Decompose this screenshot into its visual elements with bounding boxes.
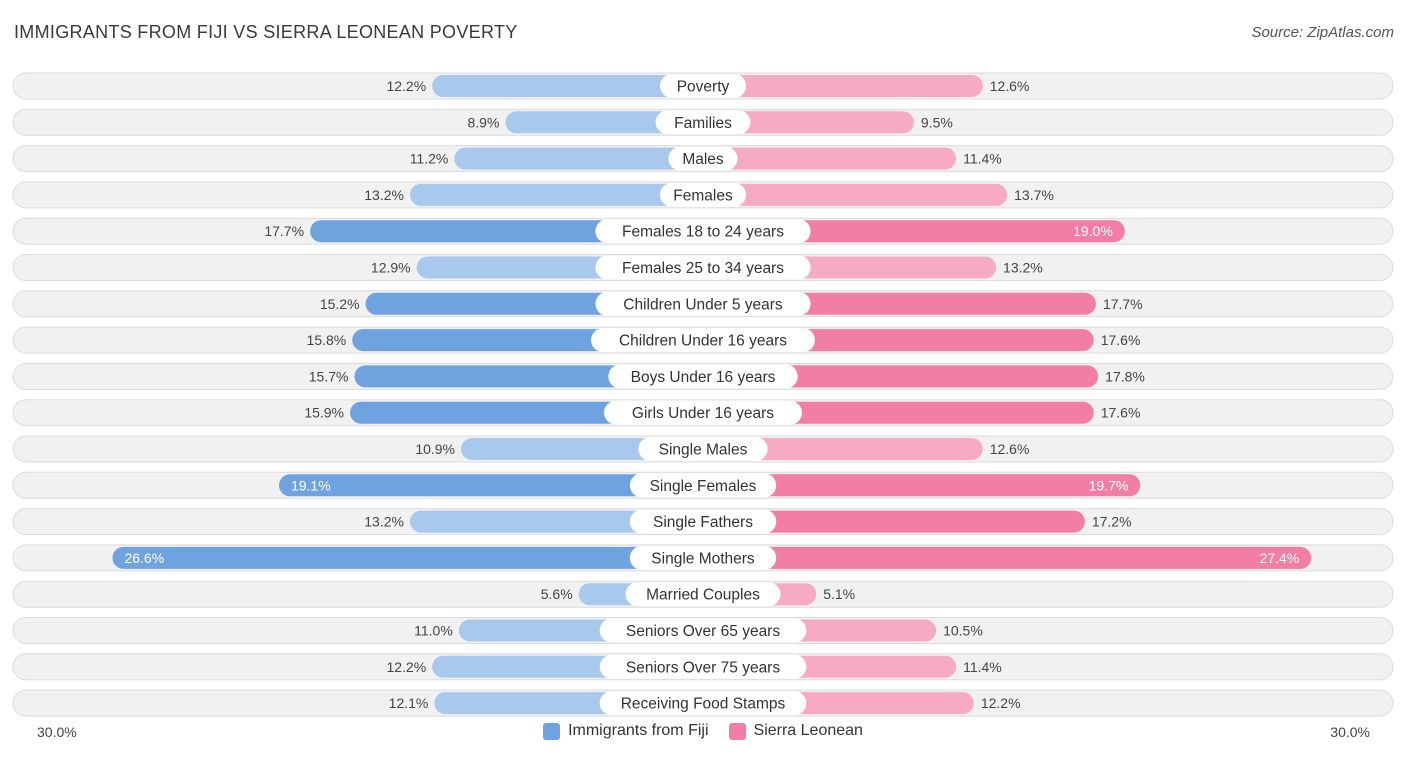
category-label: Single Males — [659, 442, 748, 459]
value-label-right: 10.5% — [943, 623, 983, 639]
bar-left — [432, 75, 714, 97]
category-pill — [638, 437, 768, 461]
category-pill — [659, 182, 747, 207]
category-pill — [625, 582, 781, 607]
chart-title: IMMIGRANTS FROM FIJI VS SIERRA LEONEAN P… — [14, 22, 518, 42]
category-pill — [599, 618, 807, 643]
category-pill — [595, 291, 811, 316]
value-label-left: 11.0% — [414, 623, 453, 639]
value-label-left: 8.9% — [467, 114, 499, 130]
bar-left — [409, 183, 714, 206]
bar-right — [692, 75, 983, 97]
category-label: Seniors Over 75 years — [626, 659, 780, 676]
value-label-left: 10.9% — [415, 441, 455, 457]
value-label-left: 5.6% — [541, 586, 573, 602]
value-label-left: 13.2% — [364, 514, 404, 530]
category-label: Single Fathers — [653, 514, 753, 531]
value-label-left: 12.2% — [386, 78, 426, 94]
bar-right — [692, 474, 1141, 497]
category-pill — [629, 545, 777, 570]
category-label: Females 18 to 24 years — [622, 224, 784, 241]
category-pill — [595, 219, 811, 244]
value-label-right: 17.6% — [1101, 332, 1141, 348]
value-label-left: 15.9% — [304, 405, 344, 421]
value-label-right: 17.6% — [1101, 405, 1141, 421]
legend-label-left: Immigrants from Fiji — [568, 722, 709, 739]
category-pill — [668, 146, 738, 171]
value-label-right: 5.1% — [823, 586, 855, 602]
category-pill — [604, 400, 802, 425]
category-label: Poverty — [677, 79, 730, 96]
legend: Immigrants from Fiji Sierra Leonean — [0, 722, 1406, 740]
category-label: Married Couples — [646, 587, 760, 604]
legend-label-right: Sierra Leonean — [753, 722, 863, 739]
category-label: Boys Under 16 years — [631, 369, 776, 386]
category-label: Girls Under 16 years — [632, 405, 774, 422]
category-pill — [629, 509, 777, 534]
category-label: Single Mothers — [651, 550, 755, 567]
category-label: Receiving Food Stamps — [621, 696, 786, 713]
source-label: Source: ZipAtlas.com — [1251, 24, 1394, 41]
category-label: Single Females — [650, 478, 757, 495]
value-label-right: 19.0% — [1073, 223, 1113, 239]
value-label-left: 17.7% — [264, 223, 304, 239]
value-label-right: 9.5% — [921, 114, 953, 130]
category-pill — [595, 255, 811, 280]
value-label-right: 27.4% — [1260, 550, 1300, 566]
category-pill — [599, 691, 807, 716]
legend-item-right[interactable]: Sierra Leonean — [728, 722, 863, 740]
category-pill — [655, 110, 751, 135]
category-pill — [629, 473, 777, 498]
legend-swatch-left — [543, 722, 561, 740]
category-pill — [659, 74, 747, 98]
bar-left — [112, 546, 715, 569]
bar-left — [454, 147, 714, 170]
bar-left — [278, 474, 714, 497]
value-label-left: 12.9% — [371, 260, 411, 276]
value-label-right: 11.4% — [963, 151, 1002, 167]
category-label: Children Under 5 years — [623, 296, 783, 313]
value-label-right: 19.7% — [1089, 477, 1129, 493]
value-label-right: 17.8% — [1105, 368, 1145, 384]
value-label-left: 15.7% — [309, 368, 349, 384]
value-label-left: 12.2% — [386, 659, 426, 675]
category-label: Children Under 16 years — [619, 333, 787, 350]
legend-item-left[interactable]: Immigrants from Fiji — [543, 722, 709, 740]
value-label-right: 13.2% — [1003, 260, 1043, 276]
bar-right — [692, 510, 1085, 533]
value-label-left: 19.1% — [291, 477, 331, 493]
value-label-left: 15.8% — [307, 332, 347, 348]
axis-left-label: 30.0% — [37, 724, 77, 740]
value-label-right: 17.2% — [1092, 514, 1132, 530]
category-pill — [608, 364, 798, 389]
category-pill — [599, 654, 807, 679]
value-label-left: 26.6% — [124, 550, 164, 566]
category-label: Females — [673, 187, 733, 204]
axis-right-label: 30.0% — [1330, 724, 1370, 740]
bar-right — [692, 147, 957, 170]
value-label-right: 13.7% — [1014, 187, 1054, 203]
value-label-right: 11.4% — [963, 659, 1002, 675]
value-label-left: 12.1% — [389, 695, 429, 711]
value-label-left: 15.2% — [320, 296, 360, 312]
category-label: Males — [682, 151, 724, 168]
legend-swatch-right — [728, 722, 746, 740]
bar-right — [692, 183, 1008, 206]
value-label-right: 12.6% — [990, 441, 1030, 457]
value-label-left: 11.2% — [410, 151, 449, 167]
category-label: Females 25 to 34 years — [622, 260, 784, 277]
category-pill — [591, 328, 815, 353]
category-label: Families — [674, 115, 732, 132]
bar-right — [692, 546, 1312, 569]
value-label-right: 17.7% — [1103, 296, 1143, 312]
value-label-right: 12.2% — [981, 695, 1021, 711]
value-label-right: 12.6% — [990, 78, 1030, 94]
value-label-left: 13.2% — [364, 187, 404, 203]
category-label: Seniors Over 65 years — [626, 623, 780, 640]
